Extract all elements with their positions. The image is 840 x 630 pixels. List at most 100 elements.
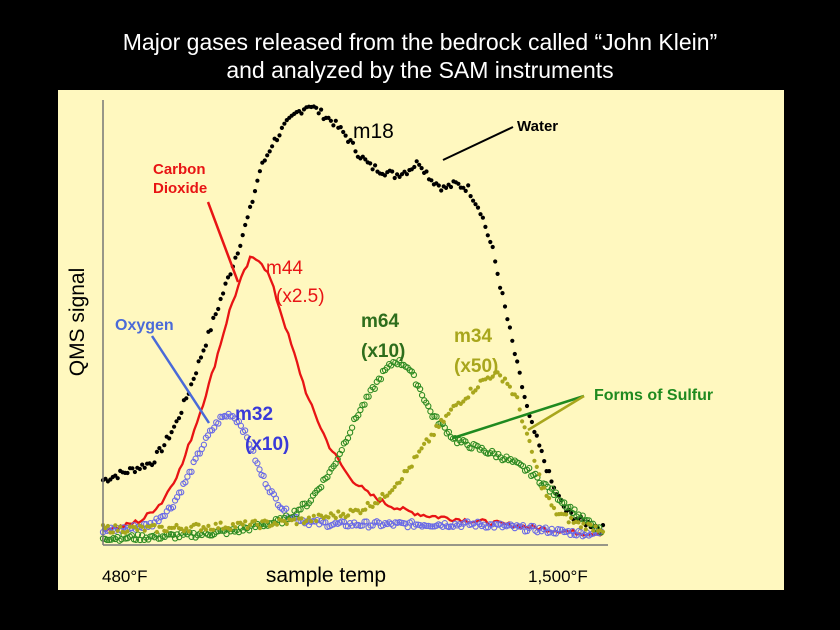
data-point-m34 (159, 524, 164, 529)
data-point-m18 (152, 460, 157, 465)
data-point-m18 (262, 158, 267, 163)
data-point-m34 (515, 395, 520, 400)
data-point-m18 (299, 111, 304, 116)
data-point-m32 (200, 441, 208, 448)
data-point-m32 (427, 523, 434, 530)
data-point-m34 (517, 407, 522, 412)
data-point-m34 (473, 388, 478, 393)
data-point-m32 (260, 472, 267, 480)
data-point-m64 (151, 534, 158, 541)
data-point-m18 (456, 181, 461, 186)
data-point-m34 (502, 376, 508, 381)
data-point-m18 (137, 466, 142, 472)
data-point-m34 (311, 513, 316, 518)
data-point-m34 (154, 529, 159, 535)
x-axis-label: sample temp (266, 564, 386, 587)
annotation-x10: (x10) (361, 341, 405, 362)
x-tick-min: 480°F (102, 567, 148, 586)
data-point-m18 (154, 449, 159, 454)
data-point-m18 (328, 118, 333, 123)
data-point-m34 (198, 528, 204, 533)
data-point-m18 (213, 312, 218, 317)
data-point-m34 (583, 527, 588, 532)
data-point-m32 (305, 521, 313, 529)
data-point-m64 (371, 385, 378, 392)
data-point-m34 (466, 395, 471, 400)
data-point-m18 (240, 233, 245, 238)
data-point-m18 (125, 470, 130, 476)
data-point-m18 (475, 205, 481, 210)
data-point-m18 (115, 476, 120, 481)
data-point-m18 (510, 338, 515, 343)
data-point-m34 (140, 524, 145, 529)
data-point-m18 (485, 233, 490, 238)
data-point-m18 (500, 291, 505, 296)
data-point-m64 (365, 393, 372, 400)
data-point-m18 (140, 462, 145, 467)
data-point-m64 (579, 512, 586, 519)
data-point-m18 (549, 479, 554, 484)
data-point-m18 (191, 376, 196, 381)
sulfur-pointer-green (452, 394, 585, 440)
data-point-m18 (363, 157, 368, 162)
data-point-m18 (250, 199, 255, 204)
data-point-m34 (274, 522, 280, 527)
data-point-m34 (529, 449, 534, 454)
data-point-m64 (425, 402, 432, 410)
data-point-m18 (331, 123, 336, 128)
data-point-m34 (370, 504, 375, 509)
annotation-layer: m18 Water Carbon Dioxide m44 (x2.5) Oxygen m32 (… (115, 118, 713, 455)
annotation-x2-5: (x2.5) (276, 286, 325, 307)
annotation-forms-of-sulfur: Forms of Sulfur (594, 387, 713, 404)
data-point-m18 (245, 215, 250, 220)
data-point-m34 (569, 515, 574, 520)
data-point-m32 (423, 522, 430, 530)
data-point-m18 (333, 118, 338, 123)
data-point-m18 (238, 243, 243, 248)
data-point-m34 (397, 480, 402, 485)
data-point-m34 (414, 454, 419, 459)
data-point-m18 (169, 430, 174, 435)
data-point-m34 (522, 425, 527, 430)
data-point-m64 (441, 424, 448, 431)
data-point-m34 (113, 523, 118, 528)
data-point-m34 (125, 529, 130, 534)
data-point-m18 (390, 169, 395, 174)
data-point-m64 (363, 393, 370, 400)
x-tick-max: 1,500°F (528, 567, 588, 586)
data-point-m18 (211, 315, 216, 320)
data-point-m18 (343, 133, 348, 138)
data-point-m64 (355, 412, 362, 419)
data-point-m34 (547, 496, 552, 501)
data-point-m34 (549, 503, 554, 508)
data-point-m34 (581, 521, 586, 526)
data-point-m18 (218, 296, 223, 302)
data-point-m32 (243, 434, 251, 441)
data-point-m34 (326, 515, 331, 520)
data-point-m18 (468, 194, 473, 199)
data-point-m34 (426, 439, 432, 444)
data-point-m18 (319, 107, 324, 112)
data-point-m32 (194, 450, 201, 457)
data-point-m32 (178, 489, 185, 496)
data-point-m34 (252, 518, 258, 523)
data-point-m32 (408, 518, 415, 525)
data-point-m34 (240, 522, 245, 527)
data-point-m64 (427, 408, 434, 415)
series-m32 (99, 410, 605, 540)
data-point-m32 (215, 420, 222, 427)
data-point-m34 (495, 370, 500, 375)
data-point-m32 (188, 468, 195, 475)
data-point-m18 (439, 188, 444, 193)
data-point-m18 (257, 169, 262, 174)
data-point-m18 (515, 359, 520, 364)
annotation-m64: m64 (361, 311, 399, 332)
data-point-m18 (444, 185, 449, 190)
data-point-m34 (578, 525, 584, 530)
data-point-m18 (539, 448, 544, 454)
data-point-m18 (483, 224, 488, 229)
data-point-m18 (502, 304, 508, 309)
data-point-m34 (448, 407, 454, 412)
data-point-m34 (520, 419, 525, 424)
data-point-m34 (216, 526, 221, 531)
